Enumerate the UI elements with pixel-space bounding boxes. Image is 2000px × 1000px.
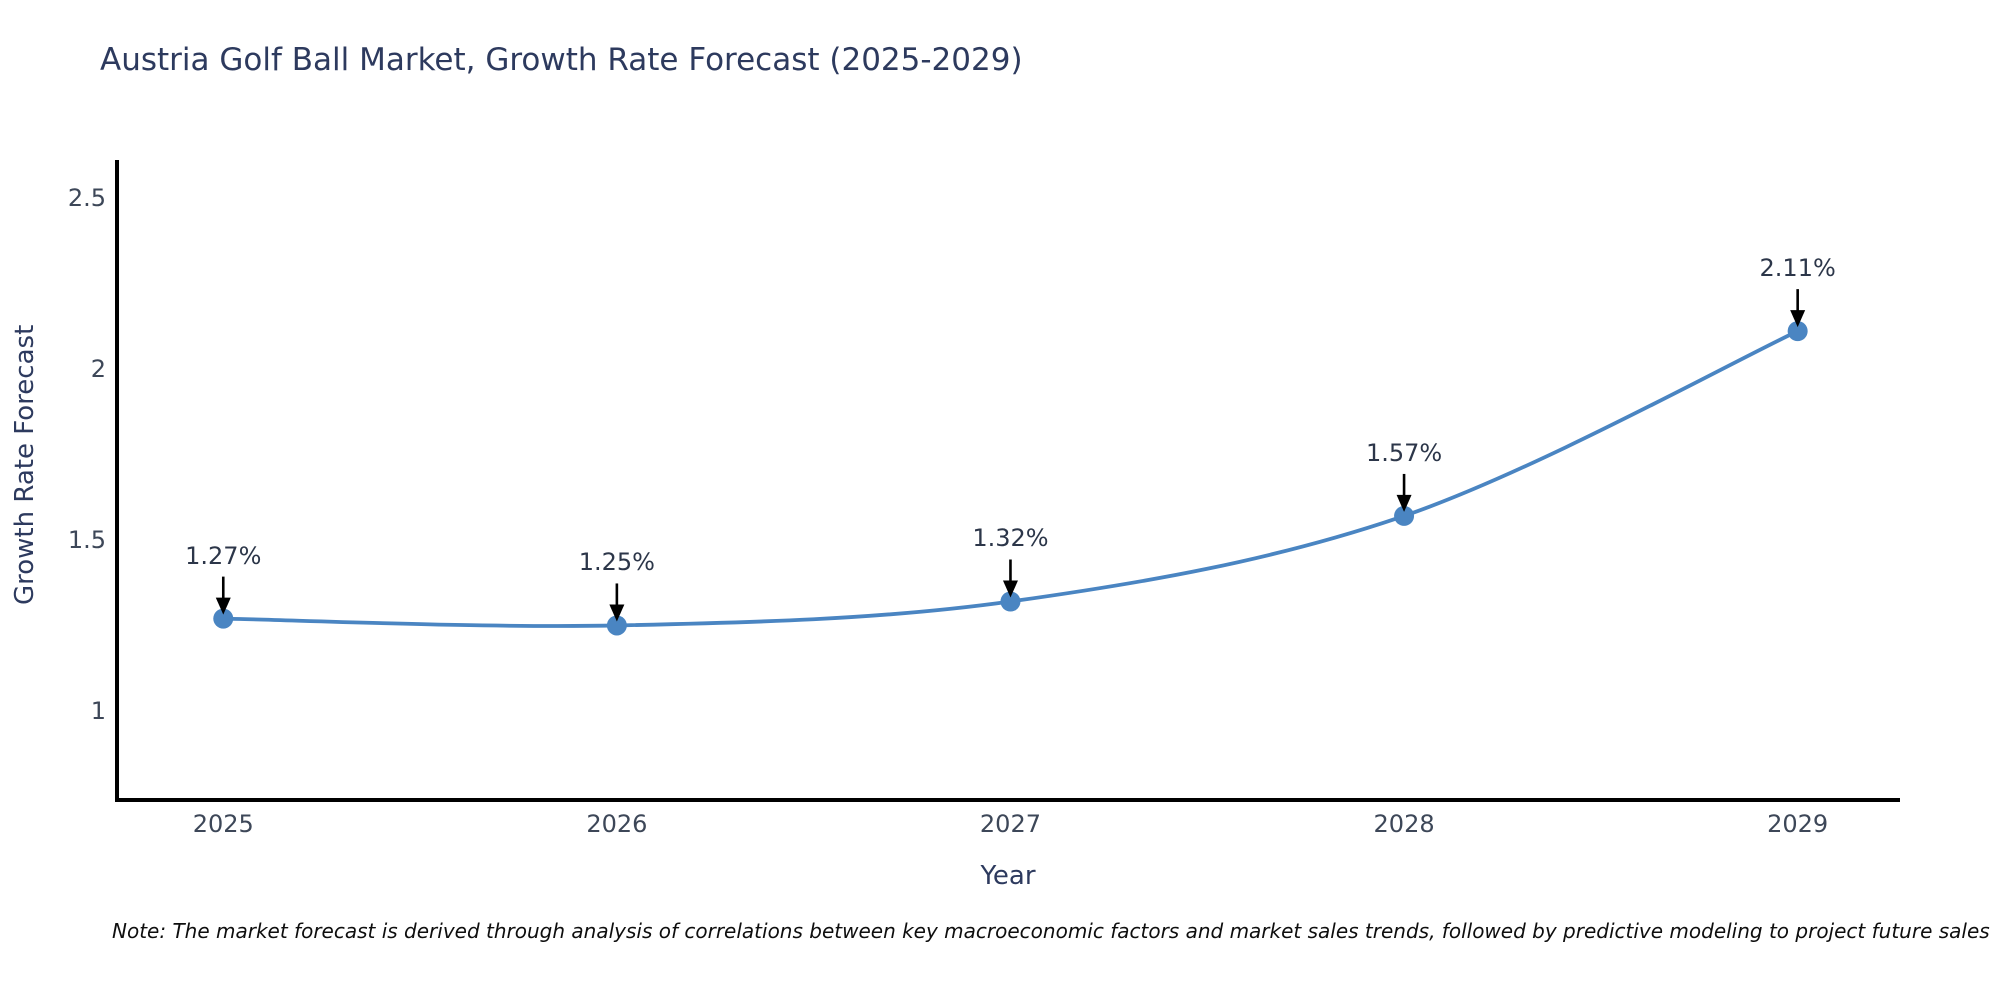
- point-label-2026: 1.25%: [578, 548, 655, 577]
- annotation-arrow-head: [609, 604, 625, 622]
- note-text: Note: The market forecast is derived thr…: [112, 919, 1990, 943]
- y-axis-title: Growth Rate Forecast: [10, 324, 40, 605]
- point-label-2028: 1.57%: [1365, 438, 1443, 467]
- annotation-arrow-head: [1002, 580, 1018, 598]
- x-tick-label-2029: 2029: [1767, 810, 1829, 838]
- axis-spines: [115, 160, 1900, 802]
- annotation-arrow-head: [215, 597, 231, 615]
- data-point-2026: [606, 615, 627, 636]
- y-tick-label-1.5: 1.5: [67, 525, 106, 554]
- data-point-2028: [1394, 505, 1415, 526]
- x-tick-label-2028: 2028: [1373, 810, 1435, 838]
- chart-title: Austria Golf Ball Market, Growth Rate Fo…: [100, 42, 1023, 78]
- y-tick-label-2: 2: [90, 354, 106, 383]
- data-point-2025: [213, 608, 234, 629]
- point-label-2029: 2.11%: [1759, 254, 1836, 283]
- y-tick-label-2.5: 2.5: [67, 183, 106, 212]
- y-tick-label-1: 1: [90, 697, 106, 726]
- x-tick-label-2025: 2025: [192, 810, 254, 838]
- point-label-2025: 1.27%: [185, 541, 262, 570]
- annotation-arrow-head: [1790, 310, 1806, 328]
- point-label-2027: 1.32%: [972, 524, 1049, 553]
- x-tick-label-2026: 2026: [586, 810, 648, 838]
- x-tick-label-2027: 2027: [979, 810, 1041, 838]
- data-point-2029: [1787, 321, 1808, 342]
- data-point-2027: [1000, 591, 1021, 612]
- annotation-arrow-head: [1396, 494, 1412, 512]
- x-axis-title: Year: [980, 861, 1036, 891]
